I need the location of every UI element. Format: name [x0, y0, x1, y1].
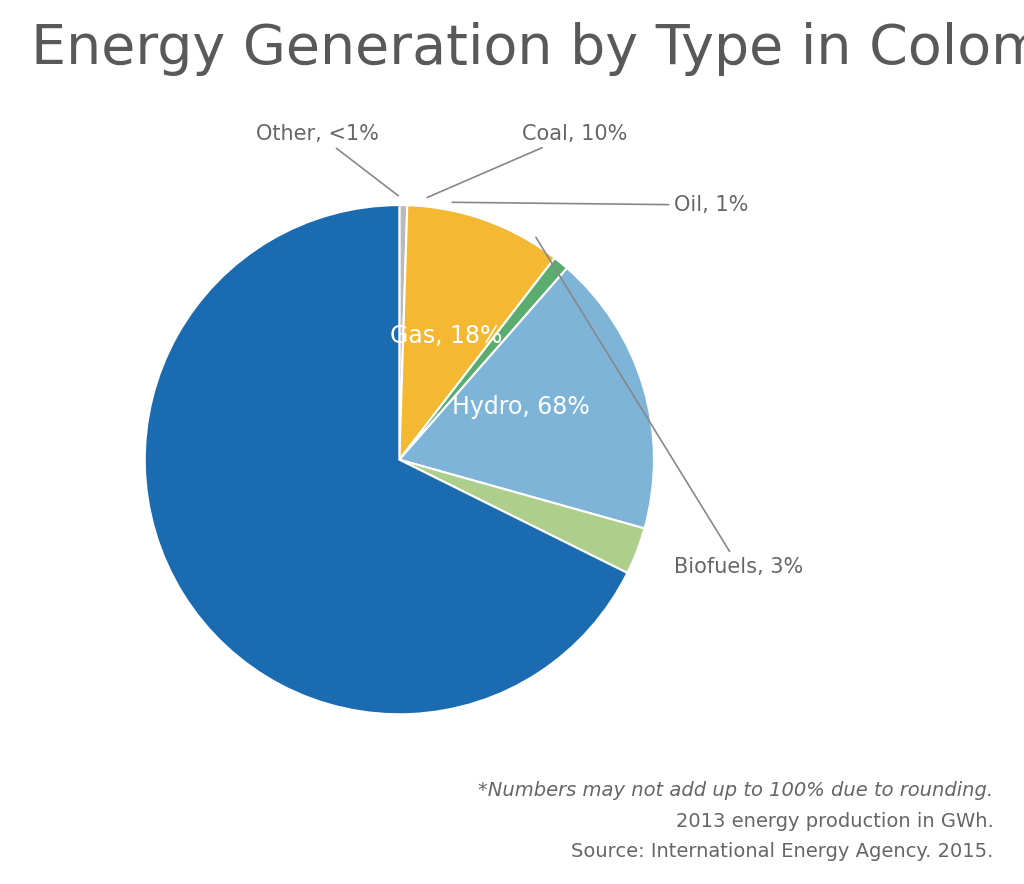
Text: Oil, 1%: Oil, 1% — [453, 195, 749, 215]
Wedge shape — [399, 268, 654, 529]
Text: *Numbers may not add up to 100% due to rounding.: *Numbers may not add up to 100% due to r… — [478, 781, 993, 800]
Wedge shape — [144, 205, 628, 714]
Text: Other, <1%: Other, <1% — [256, 124, 398, 195]
Wedge shape — [399, 258, 567, 460]
Text: Source: International Energy Agency. 2015.: Source: International Energy Agency. 201… — [571, 842, 993, 861]
Text: 2013 energy production in GWh.: 2013 energy production in GWh. — [676, 812, 993, 831]
Text: Energy Generation by Type in Colombia: Energy Generation by Type in Colombia — [31, 22, 1024, 76]
Wedge shape — [399, 205, 408, 460]
Text: Gas, 18%: Gas, 18% — [389, 324, 502, 347]
Text: Coal, 10%: Coal, 10% — [427, 124, 627, 197]
Text: Hydro, 68%: Hydro, 68% — [452, 395, 590, 419]
Text: Biofuels, 3%: Biofuels, 3% — [536, 237, 804, 576]
Wedge shape — [399, 460, 644, 573]
Wedge shape — [399, 205, 555, 460]
